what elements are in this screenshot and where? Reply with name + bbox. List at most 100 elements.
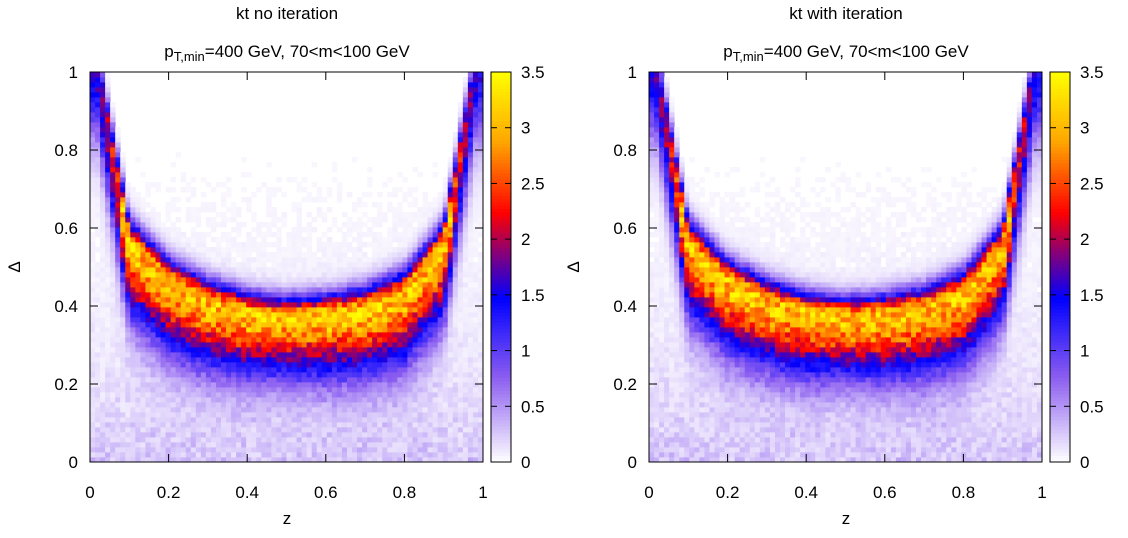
heat-cell [145,232,150,237]
heat-cell [463,362,468,367]
heat-cell [468,192,473,197]
heat-cell [251,327,256,332]
heat-cell [372,442,377,447]
heat-cell [412,417,417,422]
heat-cell [463,437,468,442]
heat-cell [130,417,135,422]
heat-cell [679,287,684,292]
heat-cell [176,277,181,282]
heat-cell [110,307,115,312]
heat-cell [468,92,473,97]
heat-cell [140,242,145,247]
heat-cell [423,387,428,392]
heat-cell [372,232,377,237]
heat-cell [150,307,155,312]
heat-cell [241,402,246,407]
heat-cell [261,397,266,402]
heat-cell [448,362,453,367]
heat-cell [679,177,684,182]
heat-cell [317,302,322,307]
heat-cell [90,87,95,92]
heat-cell [654,72,659,77]
heat-cell [367,377,372,382]
heat-cell [171,312,176,317]
heat-cell [654,127,659,132]
heat-cell [297,362,302,367]
heat-cell [166,447,171,452]
heat-cell [171,257,176,262]
heat-cell [186,247,191,252]
heat-cell [387,317,392,322]
heat-cell [649,402,654,407]
heat-cell [674,437,679,442]
heat-cell [654,277,659,282]
heat-cell [402,192,407,197]
heat-cell [161,347,166,352]
heat-cell [418,267,423,272]
heat-cell [397,352,402,357]
heat-cell [372,407,377,412]
heat-cell [362,257,367,262]
heat-cell [312,447,317,452]
heat-cell [654,87,659,92]
heat-cell [276,307,281,312]
heat-cell [236,307,241,312]
heat-cell [276,217,281,222]
heat-cell [281,347,286,352]
heat-cell [428,262,433,267]
heat-cell [649,167,654,172]
heat-cell [181,342,186,347]
heat-cell [312,327,317,332]
heat-cell [276,232,281,237]
heat-cell [669,297,674,302]
heat-cell [196,402,201,407]
heat-cell [407,307,412,312]
heat-cell [402,427,407,432]
heat-cell [256,262,261,267]
colorbar-segment [491,212,511,216]
heat-cell [115,372,120,377]
heat-cell [115,397,120,402]
heat-cell [649,177,654,182]
heat-cell [201,337,206,342]
heat-cell [407,372,412,377]
heat-cell [246,357,251,362]
heat-cell [649,347,654,352]
heat-cell [453,162,458,167]
heat-cell [453,267,458,272]
heat-cell [402,332,407,337]
heat-cell [357,287,362,292]
heat-cell [125,312,130,317]
heat-cell [90,312,95,317]
heat-cell [412,342,417,347]
heat-cell [392,287,397,292]
heat-cell [236,287,241,292]
heat-cell [654,242,659,247]
heat-cell [654,417,659,422]
colorbar-segment [491,205,511,209]
heat-cell [156,287,161,292]
heat-cell [266,282,271,287]
heat-cell [156,182,161,187]
heat-cell [206,452,211,457]
heat-cell [90,277,95,282]
heat-cell [473,347,478,352]
heat-cell [382,377,387,382]
heat-cell [161,262,166,267]
heat-cell [468,437,473,442]
heat-cell [468,212,473,217]
heat-cell [271,312,276,317]
heat-cell [241,407,246,412]
heat-cell [125,232,130,237]
heat-cell [297,407,302,412]
heat-cell [110,232,115,237]
heat-cell [382,297,387,302]
heat-cell [196,307,201,312]
heat-cell [443,317,448,322]
heat-cell [105,72,110,77]
heat-cell [382,267,387,272]
heat-cell [261,262,266,267]
heat-cell [95,287,100,292]
heat-cell [428,247,433,252]
heat-cell [221,382,226,387]
